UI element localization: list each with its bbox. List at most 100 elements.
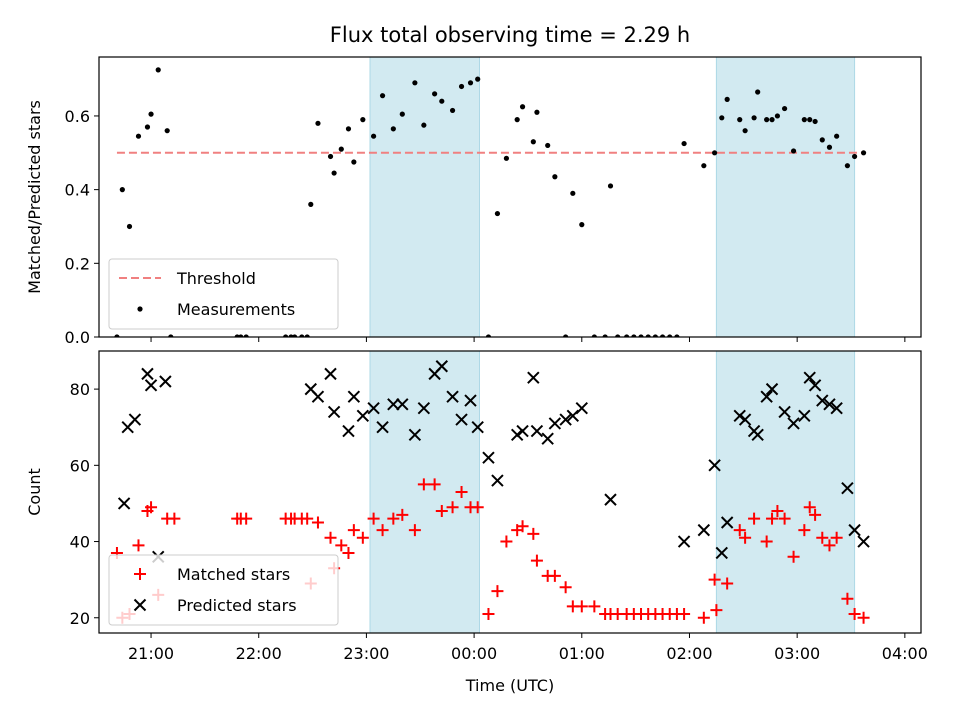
measurements-point-78	[812, 118, 818, 125]
measurements-point-38	[485, 334, 492, 337]
predicted-stars-point-20	[417, 401, 431, 415]
y-tick-label: 20	[70, 609, 90, 628]
predicted-stars-point-34	[548, 417, 562, 430]
matched-stars-point-12	[240, 512, 253, 525]
matched-stars-point-22	[335, 539, 348, 552]
matched-stars-point-44	[530, 554, 543, 567]
predicted-stars-point-39	[677, 535, 691, 548]
predicted-stars-point-47	[751, 428, 764, 442]
predicted-stars-point-48	[760, 390, 773, 403]
legend-box	[108, 258, 339, 330]
matched-stars-point-80	[830, 531, 843, 544]
predicted-stars-point-18	[396, 398, 409, 411]
predicted-stars-point-22	[435, 360, 449, 373]
matched-stars-point-65	[710, 604, 723, 617]
x-tick-label: 02:00	[666, 644, 712, 663]
measurements-point-76	[801, 117, 807, 123]
predicted-stars-point-17	[387, 398, 400, 411]
measurements-point-39	[494, 210, 501, 217]
measurements-point-80	[826, 144, 833, 150]
measurements-point-66	[724, 96, 730, 102]
measurements-point-12	[243, 334, 249, 337]
matched-stars-point-32	[428, 478, 441, 491]
matched-stars-point-35	[455, 486, 468, 498]
legend-box	[108, 554, 339, 626]
measurements-point-19	[315, 120, 321, 126]
matched-stars-point-27	[376, 524, 389, 537]
measurements-point-72	[769, 117, 775, 123]
predicted-stars-point-49	[765, 382, 779, 396]
measurements-point-31	[421, 122, 427, 128]
matched-stars-point-25	[356, 531, 369, 544]
matched-stars-point-76	[803, 501, 816, 514]
matched-stars-point-26	[367, 512, 380, 525]
legend-label: Predicted stars	[177, 596, 297, 615]
shaded-interval-1	[369, 56, 480, 338]
measurements-point-2	[119, 187, 125, 193]
matched-stars-point-47	[559, 581, 572, 594]
matched-stars-point-81	[841, 592, 854, 605]
matched-stars-point-64	[708, 573, 721, 586]
predicted-stars-point-59	[848, 523, 861, 537]
matched-stars-point-28	[387, 512, 400, 525]
measurements-point-13	[283, 334, 289, 337]
predicted-stars-point-26	[471, 421, 484, 434]
matched-stars-point-33	[435, 505, 448, 518]
measurements-point-44	[534, 109, 540, 115]
predicted-stars-point-42	[715, 546, 728, 560]
matched-stars-point-50	[588, 600, 601, 613]
measurements-point-32	[432, 91, 438, 97]
top-panel: 0.0 0.2 0.4 0.6 Matched/Predicted stars Thres…	[25, 56, 922, 347]
measurements-point-26	[370, 133, 377, 139]
measurements-point-82	[844, 163, 851, 169]
matched-stars-point-23	[342, 546, 355, 559]
measurements-point-69	[751, 115, 757, 121]
predicted-stars-point-28	[491, 474, 504, 487]
measurements-point-57	[645, 334, 651, 337]
matched-stars-point-66	[721, 577, 734, 590]
legend-dot-marker	[137, 306, 143, 312]
predicted-stars-point-15	[367, 401, 380, 415]
predicted-stars-point-24	[455, 413, 468, 426]
predicted-stars-point-37	[575, 401, 588, 415]
x-tick-label: 22:00	[236, 644, 282, 663]
predicted-stars-point-57	[830, 401, 843, 415]
predicted-stars-point-9	[311, 390, 325, 403]
measurements-point-37	[475, 76, 481, 82]
matched-stars-point-77	[809, 508, 822, 521]
x-tick-label: 23:00	[343, 644, 389, 663]
predicted-stars-point-55	[816, 394, 829, 407]
matched-stars-point-20	[324, 531, 337, 544]
predicted-stars-point-45	[738, 413, 752, 426]
matched-stars-point-75	[798, 524, 811, 537]
y-axis-label: Matched/Predicted stars	[25, 100, 44, 294]
predicted-stars-point-3	[117, 497, 131, 510]
matched-stars-point-29	[396, 508, 409, 521]
measurements-point-22	[338, 146, 344, 152]
measurements-point-11	[238, 334, 244, 337]
predicted-stars-point-41	[708, 459, 721, 472]
measurements-point-28	[390, 126, 396, 132]
measurements-point-40	[503, 155, 510, 161]
measurements-point-83	[851, 153, 858, 160]
predicted-stars-point-56	[823, 398, 836, 411]
measurements-point-71	[764, 117, 770, 123]
predicted-stars-point-30	[516, 424, 529, 438]
measurements-point-30	[412, 80, 418, 86]
predicted-stars-point-29	[510, 428, 524, 442]
measurements-point-35	[458, 83, 465, 90]
axes-frame	[98, 56, 922, 338]
matched-stars-point-24	[347, 524, 360, 537]
matched-stars-point-17	[301, 512, 314, 525]
measurements-point-46	[552, 174, 558, 180]
measurements-point-15	[292, 334, 298, 337]
measurements-point-42	[519, 104, 526, 110]
x-tick-label: 04:00	[882, 644, 928, 663]
predicted-stars-point-60	[857, 535, 870, 548]
measurements-point-16	[299, 334, 305, 337]
plot-area	[114, 67, 867, 337]
predicted-stars-point-58	[841, 481, 854, 495]
predicted-stars-point-12	[342, 424, 355, 438]
measurements-point-53	[615, 334, 621, 337]
